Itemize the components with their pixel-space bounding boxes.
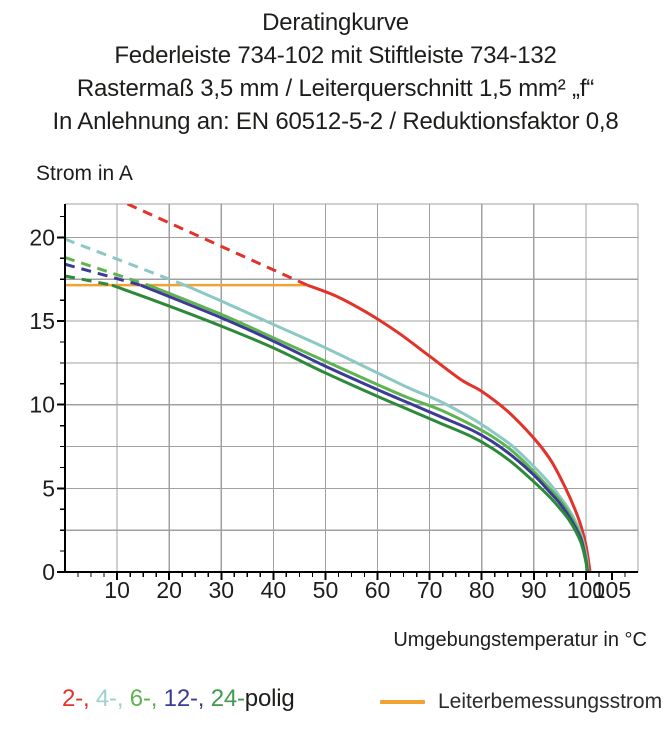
legend-item-6-polig: 6-, bbox=[129, 685, 164, 712]
title-line-3: Rastermaß 3,5 mm / Leiterquerschnitt 1,5… bbox=[76, 75, 595, 102]
series-solid-24-polig bbox=[111, 283, 589, 572]
title-line-4: In Anlehnung an: EN 60512-5-2 / Reduktio… bbox=[52, 108, 619, 135]
x-tick-label: 100 bbox=[567, 577, 605, 603]
x-tick-label: 90 bbox=[521, 577, 547, 603]
x-tick-label: 40 bbox=[261, 577, 287, 603]
series-dashed-2-polig bbox=[126, 204, 308, 287]
x-tick-label: 80 bbox=[469, 577, 495, 603]
series-dashed-24-polig bbox=[65, 274, 113, 287]
rated-current-line-swatch bbox=[380, 700, 425, 704]
series-dashed-4-polig bbox=[65, 237, 186, 287]
poles-legend: 2-, 4-, 6-, 12-, 24-polig bbox=[62, 685, 295, 713]
legend-suffix: polig bbox=[244, 685, 295, 712]
x-tick-label: 10 bbox=[104, 577, 130, 603]
rated-current-legend-label: Leiterbemessungsstrom bbox=[438, 690, 663, 713]
rated-current-legend: Leiterbemessungsstrom bbox=[380, 690, 662, 714]
title-line-2: Federleiste 734-102 mit Stiftleiste 734-… bbox=[114, 42, 557, 69]
series-solid-12-polig bbox=[139, 283, 589, 572]
legend-item-12-polig: 12-, bbox=[163, 685, 211, 712]
series-dashed-6-polig bbox=[65, 256, 149, 287]
x-tick-label: 105 bbox=[593, 577, 631, 603]
legend-item-24-polig: 24- bbox=[210, 685, 245, 712]
x-tick-label: 30 bbox=[208, 577, 234, 603]
x-tick-label: 70 bbox=[417, 577, 443, 603]
series-solid-4-polig bbox=[184, 283, 590, 572]
legend-item-4-polig: 4-, bbox=[95, 685, 130, 712]
x-tick-label: 60 bbox=[365, 577, 391, 603]
x-tick-label: 20 bbox=[156, 577, 182, 603]
x-tick-label: 50 bbox=[313, 577, 339, 603]
series-group bbox=[65, 204, 592, 572]
chart-title-block: Deratingkurve Federleiste 734-102 mit St… bbox=[0, 6, 671, 138]
x-axis-title: Umgebungstemperatur in °C bbox=[393, 629, 647, 651]
series-solid-2-polig bbox=[306, 283, 592, 572]
y-tick-label: 15 bbox=[29, 308, 55, 334]
y-tick-label: 10 bbox=[29, 392, 55, 418]
series-dashed-12-polig bbox=[65, 262, 141, 287]
y-tick-label: 20 bbox=[29, 224, 55, 250]
y-tick-label: 5 bbox=[42, 475, 55, 501]
series-solid-6-polig bbox=[147, 283, 589, 572]
y-tick-label: 0 bbox=[42, 559, 55, 585]
y-axis-title: Strom in A bbox=[36, 162, 133, 185]
legend-item-2-polig: 2-, bbox=[62, 685, 96, 712]
title-line-1: Deratingkurve bbox=[262, 9, 409, 36]
